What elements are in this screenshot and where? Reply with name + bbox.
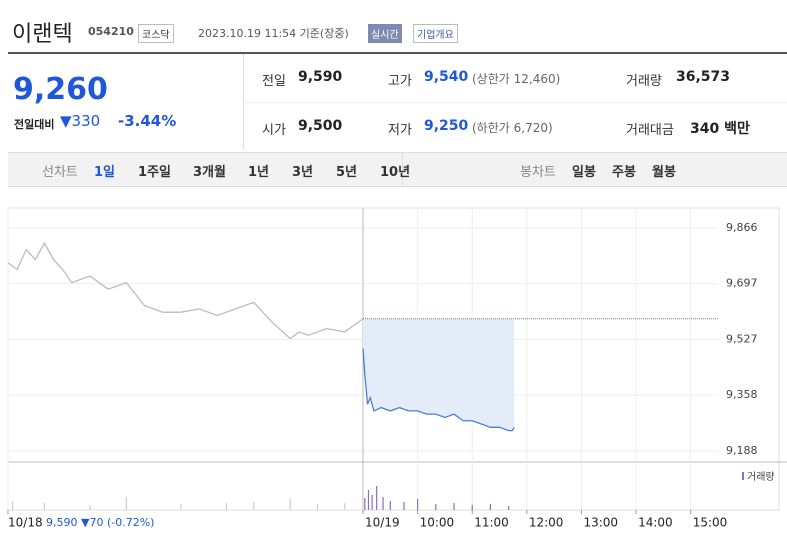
volume-bar: [43, 503, 46, 510]
volume-bar: [364, 498, 366, 510]
tab[interactable]: 3년: [292, 165, 314, 180]
stat-value: 340 백만: [690, 121, 750, 137]
stat-note: (하한가 6,720): [472, 121, 553, 135]
tab[interactable]: 1일: [94, 165, 116, 180]
tab[interactable]: 주봉: [612, 165, 636, 180]
x-tick-label: 13:00: [583, 516, 618, 530]
stat-label: 거래대금: [626, 123, 674, 138]
x-tick-label: 14:00: [638, 516, 673, 530]
volume-bar: [367, 490, 370, 510]
stat-value: 36,573: [676, 69, 731, 85]
volume-bar: [344, 503, 346, 510]
volume-bar: [289, 498, 291, 510]
volume-bar: [389, 501, 391, 510]
volume-bar: [89, 505, 91, 510]
stat-value: 9,500: [298, 118, 343, 134]
change-value: 330: [71, 112, 101, 130]
change-label: 전일대비: [14, 118, 55, 131]
volume-legend-swatch: [742, 472, 744, 480]
volume-bar: [417, 499, 419, 510]
stat-label: 시가: [262, 123, 286, 138]
x-tick-label: 11:00: [474, 516, 509, 530]
tab-label: 선차트: [42, 165, 78, 180]
x-tick-label: 12:00: [529, 516, 564, 530]
stat-value: 9,540: [424, 69, 469, 85]
volume-bar: [11, 501, 14, 510]
realtime-badge[interactable]: 실시간: [368, 24, 402, 43]
tab[interactable]: 5년: [336, 165, 358, 180]
x-tick-label: 10/18: [8, 516, 43, 530]
volume-bar: [453, 503, 455, 510]
stock-code: 054210: [88, 25, 134, 38]
tab[interactable]: 1년: [248, 165, 270, 180]
stat-label: 거래량: [626, 74, 662, 89]
tab[interactable]: 10년: [380, 165, 411, 180]
volume-bar: [382, 497, 384, 510]
current-price: 9,260: [13, 72, 108, 107]
stat-label: 저가: [388, 123, 412, 138]
volume-bar: [489, 504, 492, 510]
datetime: 2023.10.19 11:54 기준(장중): [198, 27, 349, 40]
tab[interactable]: 3개월: [193, 165, 226, 180]
divider: [243, 102, 787, 103]
volume-legend: 거래량: [747, 471, 775, 483]
volume-bar: [403, 502, 405, 510]
stat-label: 전일: [262, 74, 286, 89]
volume-bar: [508, 506, 510, 510]
stat-value: 9,250: [424, 118, 469, 134]
stat-label: 고가: [388, 74, 412, 89]
price-line: [7, 241, 364, 340]
y-tick-label: 9,527: [726, 333, 758, 346]
stat-value: 9,590: [298, 69, 343, 85]
volume-bar: [316, 504, 319, 510]
divider: [402, 153, 403, 186]
stock-name: 이랜텍: [12, 22, 73, 47]
volume-bar: [180, 504, 182, 510]
shaded-area: [363, 318, 515, 431]
volume-bar: [371, 495, 373, 510]
tab[interactable]: 일봉: [572, 165, 596, 180]
market-badge: 코스닥: [138, 24, 174, 43]
volume-bar: [376, 486, 378, 510]
y-tick-label: 9,358: [726, 388, 758, 401]
tab[interactable]: 월봉: [652, 165, 676, 180]
volume-bar: [435, 504, 437, 510]
price-line: [362, 348, 515, 432]
tab-label: 봉차트: [520, 165, 556, 180]
x-tick-label: 10:00: [420, 516, 455, 530]
volume-bar: [225, 503, 228, 510]
volume-bar: [253, 502, 255, 510]
x-tick-label: 10/19: [365, 516, 400, 530]
change-pct: -3.44%: [118, 112, 177, 130]
stat-note: (상한가 12,460): [472, 72, 561, 86]
volume-bar: [125, 497, 127, 510]
prev-day-info: 9,590 ▼70 (-0.72%): [46, 516, 154, 529]
y-tick-label: 9,866: [726, 221, 758, 234]
y-tick-label: 9,188: [726, 444, 758, 457]
x-tick-label: 15:00: [693, 516, 728, 530]
tab[interactable]: 1주일: [138, 165, 171, 180]
overview-button[interactable]: 기업개요: [413, 24, 458, 43]
tab-bar: [8, 152, 787, 187]
y-tick-label: 9,697: [726, 277, 758, 290]
volume-bar: [471, 505, 473, 510]
change: ▼330: [60, 112, 101, 130]
